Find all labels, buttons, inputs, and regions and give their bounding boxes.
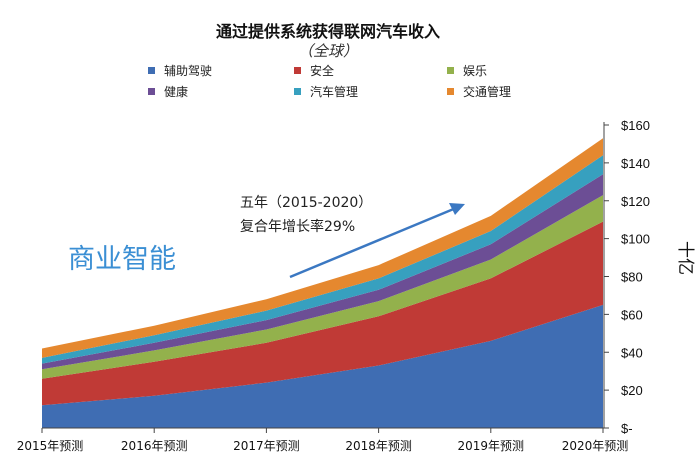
legend-label: 安全 — [310, 63, 334, 78]
legend-swatch — [148, 88, 155, 95]
y-tick-label: $20 — [621, 383, 643, 398]
x-tick-label: 2020年预测 — [562, 439, 629, 453]
y-tick-label: $160 — [621, 118, 650, 133]
area-series-3 — [42, 195, 603, 379]
x-tick-label: 2019年预测 — [458, 439, 525, 453]
growth-arrow — [289, 203, 465, 279]
x-axis: 2015年预测 2016年预测 2017年预测 2018年预测 2019年预测 2020年… — [17, 427, 629, 453]
area-series-1 — [42, 304, 603, 428]
y-tick-label: $100 — [621, 232, 650, 247]
legend-label: 娱乐 — [463, 64, 487, 78]
legend-swatch — [294, 67, 301, 74]
y-tick-label: $120 — [621, 194, 650, 209]
legend-swatch — [447, 67, 454, 74]
x-tick-label: 2015年预测 — [17, 439, 84, 453]
legend-label: 辅助驾驶 — [164, 63, 212, 78]
area-series-2 — [42, 221, 603, 406]
y-tick-label: $40 — [621, 345, 643, 360]
legend-label: 健康 — [164, 84, 188, 99]
growth-arrow-shaft — [289, 206, 457, 279]
x-tick-label: 2018年预测 — [345, 439, 412, 453]
y-axis: $- $20 $40 $60 $80 $100 $120 $140 $160 — [603, 118, 650, 436]
growth-annotation-line2: 复合年增长率29% — [240, 218, 355, 235]
y-axis-unit-label: 十亿 — [675, 241, 695, 275]
x-tick-label: 2016年预测 — [121, 439, 188, 453]
legend-swatch — [294, 88, 301, 95]
y-tick-label: $80 — [621, 270, 643, 285]
legend-swatch — [148, 67, 155, 74]
y-tick-label: $- — [621, 421, 633, 436]
plot-areas — [42, 138, 603, 428]
y-tick-label: $60 — [621, 307, 643, 322]
legend-swatch — [447, 88, 454, 95]
legend-label: 交通管理 — [463, 84, 511, 99]
growth-arrow-head — [449, 203, 465, 215]
x-tick-label: 2017年预测 — [233, 439, 300, 453]
y-tick-label: $140 — [621, 156, 650, 171]
legend-label: 汽车管理 — [310, 84, 358, 99]
growth-annotation-line1: 五年（2015-2020） — [240, 195, 372, 211]
side-label: 商业智能 — [68, 244, 176, 275]
chart-subtitle: （全球） — [298, 42, 358, 60]
chart-title: 通过提供系统获得联网汽车收入 — [216, 22, 440, 41]
